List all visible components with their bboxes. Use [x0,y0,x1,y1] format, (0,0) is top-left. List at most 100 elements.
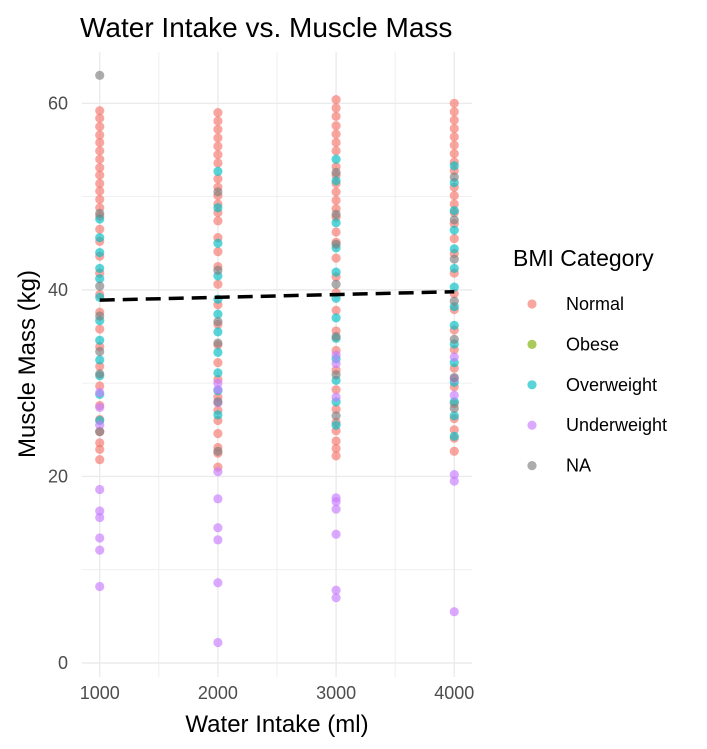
data-point [213,238,223,248]
data-point [95,438,105,448]
data-point [331,279,341,289]
data-point [95,402,105,413]
legend: BMI Category Normal Obese Overweight Underw… [513,245,667,476]
data-point [95,335,105,345]
legend-key [527,299,537,309]
data-point [95,224,105,234]
data-point [331,392,341,402]
data-point [213,150,223,160]
data-point [331,313,341,323]
data-point [95,346,105,357]
x-tick-label: 1000 [80,683,120,703]
data-point [213,166,223,177]
legend-item: Normal [527,294,624,314]
data-point [213,410,223,420]
data-point [449,254,459,264]
data-point [449,320,459,330]
data-point [331,227,341,237]
data-point [449,107,459,117]
data-point [95,361,105,371]
data-point [331,358,341,369]
x-tick-label: 3000 [316,683,356,703]
data-point [331,121,341,131]
data-point [449,411,459,421]
data-point [449,132,459,142]
data-point [213,309,223,319]
data-point [95,506,105,516]
data-point [331,529,341,539]
data-point [331,451,341,461]
data-point [213,316,223,327]
trend-line [99,289,455,302]
data-point [95,137,105,148]
data-point [331,404,341,414]
data-point [331,239,341,249]
data-point [449,263,459,274]
data-point [213,279,223,289]
data-point [449,244,459,254]
data-point [95,247,105,258]
data-point [331,497,341,507]
data-point [331,385,341,395]
data-point [449,446,459,456]
legend-item: Obese [527,334,619,354]
data-point [213,494,223,504]
trend-line-group [99,289,455,302]
data-point [213,397,223,407]
data-point [95,274,105,284]
data-point [95,122,105,132]
data-point [95,512,105,523]
legend-key [527,339,537,349]
data-point [331,195,341,205]
legend-key [527,420,537,430]
x-axis-title: Water Intake (ml) [185,711,368,738]
data-point [331,176,341,186]
data-point [95,355,105,365]
data-point [213,358,223,368]
data-point [95,427,105,437]
data-point [213,637,223,648]
data-point [95,194,105,204]
data-point [449,403,459,413]
data-point [449,199,459,209]
data-point [95,369,105,379]
data-point [213,428,223,439]
data-point [331,218,341,228]
x-axis-ticks: 1000 2000 3000 4000 [80,683,475,703]
data-point [449,98,459,108]
data-point [449,397,459,407]
data-point [213,216,223,226]
data-point [331,585,341,595]
legend-label: Underweight [566,415,667,435]
data-point [449,205,459,216]
data-point [213,378,223,388]
data-point [331,253,341,263]
data-point [213,467,223,477]
data-point [213,338,223,348]
data-point [213,124,223,135]
data-point [331,209,341,219]
y-axis-title: Muscle Mass (kg) [14,270,41,458]
data-point [95,130,105,140]
data-points [95,70,459,648]
data-point [449,215,459,225]
data-point [95,70,105,80]
legend-item: Overweight [527,375,657,395]
legend-label: NA [566,456,591,476]
data-point [95,186,105,196]
data-point [449,390,459,400]
data-point [331,129,341,139]
legend-item: Underweight [527,415,667,435]
data-point [449,233,459,244]
data-point [331,593,341,603]
data-point [95,208,105,218]
y-tick-label: 40 [48,280,68,300]
series-na [95,70,459,456]
data-point [213,535,223,545]
data-point [213,187,223,197]
series-underweight [95,350,459,648]
legend-item: NA [527,456,591,476]
data-point [213,446,223,456]
data-point [213,203,223,213]
data-point [449,149,459,159]
